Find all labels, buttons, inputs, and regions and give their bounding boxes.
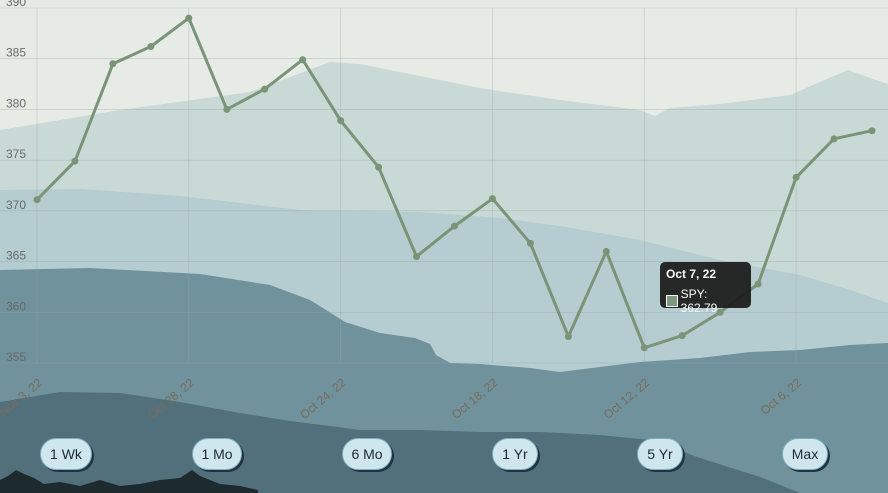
data-point[interactable] bbox=[678, 332, 686, 340]
data-point[interactable] bbox=[223, 105, 231, 113]
y-axis-ticks: 355 360 365 370 375 380 385 390 bbox=[6, 0, 26, 364]
data-point[interactable] bbox=[71, 157, 79, 165]
data-point[interactable] bbox=[564, 333, 572, 341]
data-point[interactable] bbox=[413, 253, 421, 260]
data-point[interactable] bbox=[299, 56, 307, 64]
data-point[interactable] bbox=[754, 280, 762, 288]
y-tick-label: 385 bbox=[6, 46, 26, 60]
data-point[interactable] bbox=[337, 117, 345, 125]
data-point[interactable] bbox=[868, 127, 876, 135]
data-point[interactable] bbox=[640, 344, 648, 352]
y-tick-label: 390 bbox=[6, 0, 26, 9]
y-tick-label: 380 bbox=[6, 96, 26, 110]
y-tick-label: 355 bbox=[6, 350, 26, 364]
range-button-5yr[interactable]: 5 Yr bbox=[637, 438, 683, 470]
y-tick-label: 375 bbox=[6, 147, 26, 161]
data-point[interactable] bbox=[375, 163, 383, 171]
data-point[interactable] bbox=[716, 308, 724, 316]
data-point[interactable] bbox=[261, 85, 269, 93]
data-point[interactable] bbox=[792, 173, 800, 181]
y-tick-label: 370 bbox=[6, 198, 26, 212]
tooltip-swatch bbox=[666, 295, 678, 307]
data-point[interactable] bbox=[451, 222, 458, 230]
chart-grid bbox=[0, 7, 888, 364]
tooltip-title: Oct 7, 22 bbox=[666, 267, 717, 281]
range-button-1wk[interactable]: 1 Wk bbox=[40, 438, 92, 470]
data-point[interactable] bbox=[33, 196, 41, 204]
mountain-background bbox=[0, 62, 888, 493]
data-point[interactable] bbox=[147, 43, 155, 51]
y-tick-label: 365 bbox=[6, 249, 26, 263]
data-point[interactable] bbox=[526, 239, 534, 247]
tree-silhouette bbox=[0, 470, 258, 493]
data-point[interactable] bbox=[185, 14, 193, 22]
range-button-max[interactable]: Max bbox=[782, 438, 828, 470]
data-point[interactable] bbox=[830, 135, 838, 143]
chart-tooltip: Oct 7, 22 SPY: 362.79 bbox=[660, 262, 751, 315]
y-tick-label: 360 bbox=[6, 299, 26, 313]
tooltip-row: SPY: 362.79 bbox=[666, 287, 745, 315]
tooltip-label: SPY: 362.79 bbox=[680, 287, 718, 315]
data-point[interactable] bbox=[109, 60, 117, 68]
data-point[interactable] bbox=[488, 195, 496, 203]
range-button-1yr[interactable]: 1 Yr bbox=[492, 438, 538, 470]
range-button-1mo[interactable]: 1 Mo bbox=[192, 438, 242, 470]
range-button-6mo[interactable]: 6 Mo bbox=[342, 438, 392, 470]
data-point[interactable] bbox=[602, 247, 610, 255]
